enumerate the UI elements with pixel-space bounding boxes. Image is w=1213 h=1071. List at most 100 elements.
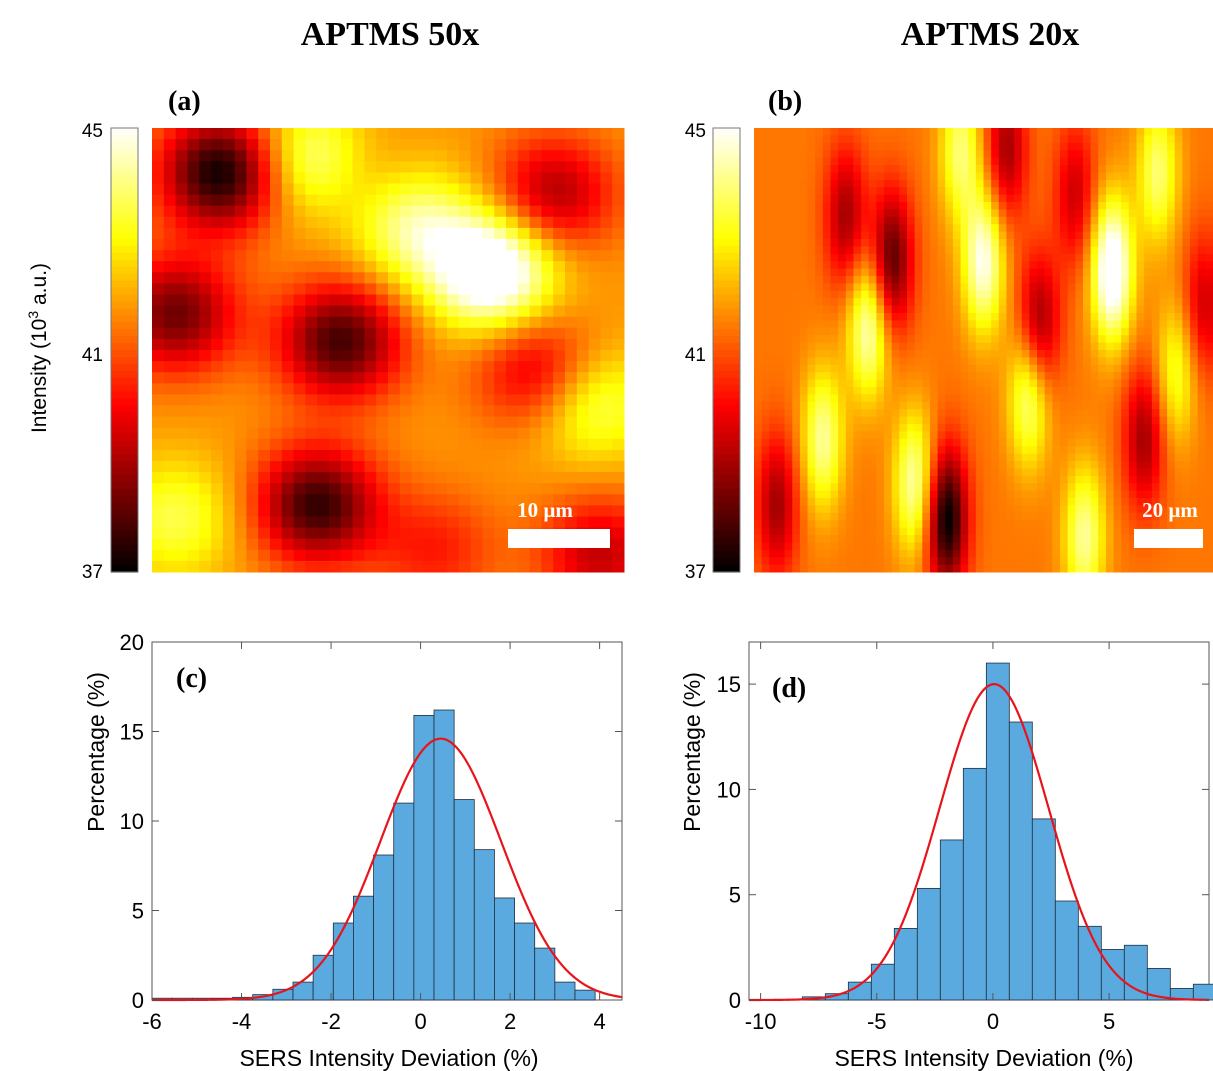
heatmap-cell: [1021, 157, 1030, 166]
heatmap-cell: [1121, 216, 1130, 225]
heatmap-cell: [884, 475, 893, 484]
heatmap-cell: [1205, 157, 1213, 166]
heatmap-cell: [305, 394, 318, 406]
heatmap-cell: [807, 313, 816, 321]
heatmap-cell: [838, 468, 847, 477]
heatmap-cell: [884, 490, 893, 499]
heatmap-cell: [1075, 357, 1084, 366]
heatmap-cell: [1197, 461, 1206, 469]
heatmap-cell: [838, 150, 847, 159]
heatmap-cell: [517, 505, 531, 517]
heatmap-cell: [1144, 128, 1153, 136]
heatmap-cell: [1067, 342, 1076, 351]
heatmap-cell: [1121, 239, 1130, 247]
heatmap-cell: [1113, 165, 1122, 173]
heatmap-cell: [447, 516, 460, 529]
heatmap-cell: [1136, 231, 1145, 240]
heatmap-cell: [482, 527, 495, 540]
heatmap-cell: [998, 261, 1007, 270]
heatmap-cell: [784, 453, 793, 462]
heatmap-cell: [776, 128, 786, 136]
heatmap-cell: [876, 253, 885, 262]
heatmap-cell: [960, 305, 969, 314]
heatmap-cell: [1014, 505, 1023, 514]
heatmap-cell: [494, 139, 507, 151]
heatmap-cell: [352, 161, 365, 173]
heatmap-cell: [281, 338, 295, 351]
heatmap-cell: [845, 364, 854, 373]
heatmap-cell: [891, 209, 900, 218]
heatmap-cell: [1021, 379, 1030, 388]
heatmap-cell: [588, 150, 601, 162]
heatmap-cell: [600, 461, 613, 473]
heatmap-cell: [784, 512, 793, 521]
heatmap-cell: [364, 338, 377, 351]
heatmap-cell: [1113, 335, 1122, 344]
heatmap-cell: [1151, 283, 1160, 292]
heatmap-cell: [1144, 202, 1153, 210]
heatmap-cell: [1174, 520, 1183, 529]
heatmap-cell: [1197, 283, 1206, 292]
heatmap-cell: [376, 239, 389, 251]
heatmap-cell: [1136, 157, 1145, 166]
heatmap-cell: [998, 320, 1007, 329]
heatmap-cell: [1167, 283, 1176, 292]
heatmap-cell: [293, 383, 306, 395]
heatmap-cell: [1128, 453, 1137, 462]
heatmap-cell: [1159, 202, 1168, 210]
heatmap-cell: [388, 394, 401, 406]
heatmap-cell: [1044, 409, 1053, 418]
heatmap-cell: [975, 231, 984, 240]
heatmap-cell: [1159, 209, 1168, 218]
heatmap-cell: [1044, 276, 1053, 284]
heatmap-cell: [187, 438, 200, 451]
heatmap-cell: [175, 338, 188, 351]
heatmap-cell: [1113, 446, 1122, 455]
heatmap-cell: [792, 216, 801, 225]
heatmap-cell: [565, 461, 578, 473]
heatmap-cell: [1006, 424, 1015, 432]
heatmap-cell: [376, 316, 389, 329]
heatmap-cell: [1044, 239, 1053, 247]
heatmap-cell: [517, 338, 531, 351]
heatmap-cell: [1136, 461, 1145, 469]
heatmap-cell: [929, 135, 939, 144]
heatmap-cell: [187, 449, 200, 462]
heatmap-cell: [799, 268, 809, 277]
heatmap-cell: [553, 272, 566, 284]
heatmap-cell: [1098, 490, 1107, 499]
heatmap-cell: [884, 202, 893, 210]
heatmap-cell: [234, 505, 247, 517]
heatmap-cell: [494, 405, 507, 418]
heatmap-cell: [784, 350, 793, 358]
heatmap-cell: [1121, 231, 1130, 240]
heatmap-cell: [929, 490, 939, 499]
heatmap-cell: [1182, 276, 1191, 284]
heatmap-cell: [447, 128, 460, 140]
column-title-right: APTMS 20x: [901, 16, 1080, 53]
heatmap-cell: [983, 268, 992, 277]
heatmap-cell: [983, 157, 992, 166]
heatmap-cell: [1037, 342, 1046, 351]
heatmap-cell: [211, 549, 224, 562]
heatmap-cell: [868, 231, 877, 240]
heatmap-cell: [1067, 327, 1076, 336]
heatmap-cell: [761, 438, 770, 447]
heatmap-cell: [899, 150, 908, 159]
heatmap-cell: [799, 150, 809, 159]
heatmap-cell: [1075, 150, 1084, 159]
heatmap-cell: [482, 383, 495, 395]
heatmap-cell: [929, 468, 939, 477]
heatmap-cell: [868, 135, 877, 144]
heatmap-cell: [975, 187, 984, 196]
heatmap-cell: [937, 165, 946, 173]
heatmap-cell: [163, 383, 177, 395]
heatmap-cell: [891, 246, 900, 255]
heatmap-cell: [1174, 216, 1183, 225]
colorbar-segment: [111, 363, 138, 372]
heatmap-cell: [270, 383, 283, 395]
heatmap-cell: [612, 294, 625, 307]
heatmap-cell: [388, 161, 401, 173]
heatmap-cell: [952, 394, 962, 403]
heatmap-cell: [907, 475, 916, 484]
